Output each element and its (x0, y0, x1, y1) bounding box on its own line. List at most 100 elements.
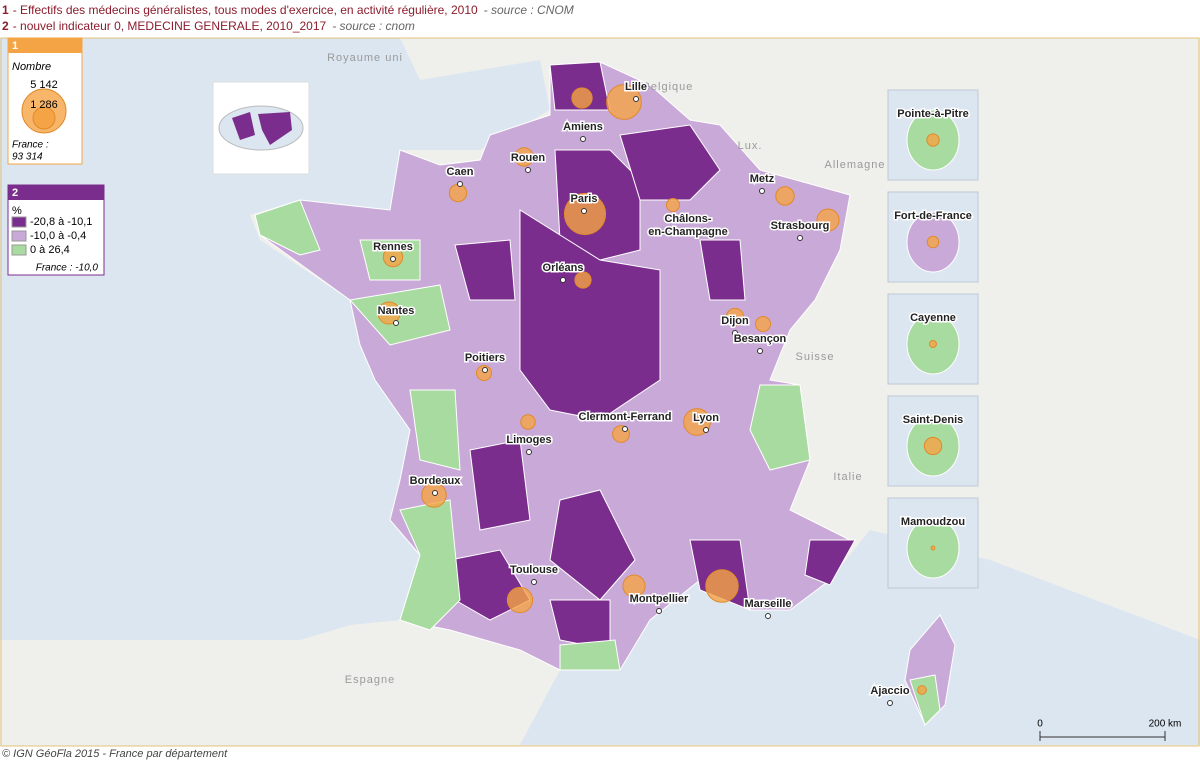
city-dot (633, 96, 639, 102)
bubble (816, 208, 840, 232)
country-label: Belgique (643, 81, 694, 93)
legend1-mid-label: 1 286 (30, 99, 58, 111)
city-label: Strasbourg (771, 220, 830, 232)
city-label: en-Champagne (648, 226, 727, 238)
bubble (926, 133, 940, 147)
legend1-france-label: France : (12, 140, 49, 151)
corsica-south (909, 674, 941, 726)
city-label: Lyon (693, 412, 719, 424)
legend1-number: 1 (12, 40, 18, 52)
city-dot (797, 235, 803, 241)
title-number: 2 (2, 19, 9, 33)
legend2-number: 2 (12, 187, 18, 199)
inset-label: Saint-Denis (903, 414, 964, 426)
bubble (926, 235, 940, 249)
city-label: Dijon (721, 315, 749, 327)
city-label: Marseille (744, 598, 791, 610)
city-label: Besançon (734, 333, 787, 345)
city-label: Metz (750, 173, 775, 185)
scale-end: 200 km (1149, 719, 1182, 730)
city-dot (531, 579, 537, 585)
city-label: Lille (625, 81, 647, 93)
legend1-header (8, 38, 82, 53)
city-label: Montpellier (630, 593, 689, 605)
legend2-swatch (11, 230, 27, 242)
map-frame (0, 37, 1200, 747)
bubble (930, 545, 936, 551)
city-dot (685, 228, 691, 234)
city-dot (732, 330, 738, 336)
bubble (514, 147, 534, 167)
country-label: Lux. (738, 140, 763, 152)
bubble (775, 186, 795, 206)
title-line: 2 - nouvel indicateur 0, MEDECINE GENERAL… (2, 19, 415, 33)
city-label: Orléans (543, 262, 584, 274)
city-label: Châlons- (664, 213, 711, 225)
city-dot (525, 167, 531, 173)
country-label: Suisse (795, 351, 834, 363)
title-text: - nouvel indicateur 0, MEDECINE GENERALE… (13, 19, 327, 33)
city-dot (457, 181, 463, 187)
country-label: Allemagne (825, 159, 886, 171)
bubble (705, 569, 739, 603)
legend2-header (8, 185, 104, 200)
legend2-class-label: -10,0 à -0,4 (30, 230, 86, 242)
legend1-max-label: 5 142 (30, 79, 58, 91)
city-dot (759, 188, 765, 194)
city-label: Rouen (511, 152, 546, 164)
bubble (917, 685, 927, 695)
legend2-unit: % (12, 205, 22, 217)
bubble (929, 340, 937, 348)
world-land (232, 112, 292, 145)
bubble (448, 183, 468, 203)
legend1-title: Nombre (12, 61, 51, 73)
country-label: Italie (833, 471, 862, 483)
legend2-swatch (11, 216, 27, 228)
city-label: Clermont-Ferrand (579, 411, 672, 423)
legend1-circle (32, 106, 56, 130)
city-dot (622, 426, 628, 432)
legend2-swatch (11, 244, 27, 256)
bubble (520, 414, 536, 430)
bubble (377, 301, 401, 325)
city-label: Amiens (563, 121, 603, 133)
title-source: - source : cnom (332, 19, 415, 33)
city-dot (560, 277, 566, 283)
atlantic-sea (0, 38, 550, 640)
inset-label: Pointe-à-Pitre (897, 108, 969, 120)
bubble (622, 574, 646, 598)
city-dot (393, 320, 399, 326)
bubble (563, 192, 607, 236)
bubble (606, 84, 642, 120)
city-label: Ajaccio (870, 685, 909, 697)
city-dot (580, 136, 586, 142)
city-label: Toulouse (510, 564, 558, 576)
bubble (506, 586, 534, 614)
country-label: Espagne (345, 674, 395, 686)
country-label: Royaume uni (327, 52, 403, 64)
legend2-class-label: -20,8 à -10,1 (30, 216, 92, 228)
bubble (665, 197, 681, 213)
city-label: Nantes (378, 305, 415, 317)
bubble (923, 436, 943, 456)
bubble (571, 87, 593, 109)
city-label: Poitiers (465, 352, 505, 364)
city-dot (703, 427, 709, 433)
legend2-france: France : -10,0 (36, 263, 99, 274)
scale-start: 0 (1037, 719, 1043, 730)
city-label: Bordeaux (410, 475, 462, 487)
mediterranean-sea (520, 530, 1200, 745)
legend1-france-value: 93 314 (12, 152, 43, 163)
city-dot (765, 613, 771, 619)
title-text: - Effectifs des médecins généralistes, t… (13, 3, 478, 17)
bubble (574, 271, 592, 289)
bubble (725, 307, 745, 327)
inset-label: Mamoudzou (901, 516, 965, 528)
city-dot (887, 700, 893, 706)
inset-label: Fort-de-France (894, 210, 972, 222)
city-dot (526, 449, 532, 455)
title-number: 1 (2, 3, 9, 17)
title-source: - source : CNOM (484, 3, 574, 17)
inset-label: Cayenne (910, 312, 956, 324)
